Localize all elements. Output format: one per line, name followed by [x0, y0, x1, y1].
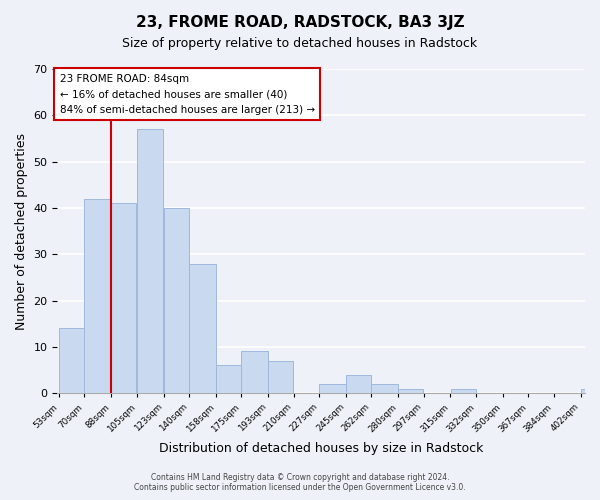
Bar: [112, 204, 136, 393]
Bar: [164, 208, 189, 393]
Bar: [216, 366, 241, 393]
Bar: [137, 129, 163, 393]
Bar: [398, 388, 424, 393]
Text: Contains HM Land Registry data © Crown copyright and database right 2024.
Contai: Contains HM Land Registry data © Crown c…: [134, 473, 466, 492]
Bar: [346, 374, 371, 393]
X-axis label: Distribution of detached houses by size in Radstock: Distribution of detached houses by size …: [159, 442, 484, 455]
Bar: [241, 352, 268, 393]
Bar: [85, 198, 111, 393]
Bar: [268, 361, 293, 393]
Bar: [59, 328, 84, 393]
Bar: [581, 388, 600, 393]
Bar: [451, 388, 476, 393]
Bar: [371, 384, 398, 393]
Text: 23 FROME ROAD: 84sqm
← 16% of detached houses are smaller (40)
84% of semi-detac: 23 FROME ROAD: 84sqm ← 16% of detached h…: [59, 74, 315, 115]
Y-axis label: Number of detached properties: Number of detached properties: [15, 132, 28, 330]
Bar: [319, 384, 346, 393]
Bar: [189, 264, 215, 393]
Text: 23, FROME ROAD, RADSTOCK, BA3 3JZ: 23, FROME ROAD, RADSTOCK, BA3 3JZ: [136, 15, 464, 30]
Text: Size of property relative to detached houses in Radstock: Size of property relative to detached ho…: [122, 38, 478, 51]
